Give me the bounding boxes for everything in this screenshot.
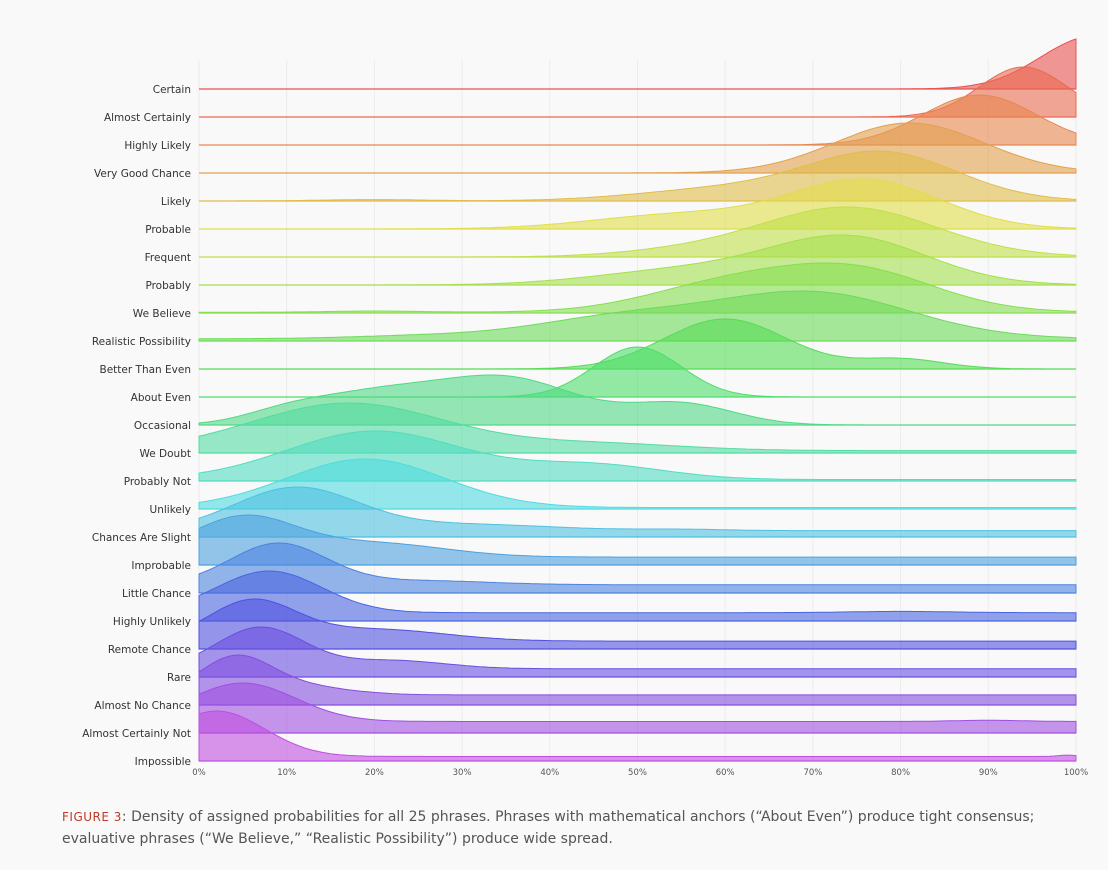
x-tick-label: 90% (979, 768, 998, 778)
ridge-about-even (199, 346, 1076, 398)
row-label: Unlikely (150, 504, 191, 516)
ridge-rare (198, 626, 1077, 678)
ridge-improbable (198, 514, 1077, 566)
ridge-remote-chance (198, 598, 1077, 650)
ridge-impossible (198, 710, 1077, 762)
ridge-almost-certainly-not (198, 682, 1077, 734)
ridgeline-chart: Certain Almost Certainly Highly Likely Very… (82, 38, 1088, 778)
x-tick-label: 0% (192, 768, 206, 778)
x-tick-label: 60% (716, 768, 735, 778)
x-tick-label: 30% (453, 768, 472, 778)
x-tick-label: 50% (628, 768, 647, 778)
row-label: Likely (161, 196, 191, 208)
x-tick-label: 20% (365, 768, 384, 778)
row-label: Frequent (145, 252, 191, 264)
row-label: Occasional (134, 420, 191, 432)
x-tick-label: 10% (277, 768, 296, 778)
row-label: Almost Certainly Not (82, 728, 191, 740)
row-label: Almost Certainly (104, 112, 191, 124)
row-label: Certain (153, 84, 191, 96)
row-labels: Certain Almost Certainly Highly Likely Very… (82, 84, 191, 768)
ridges (198, 38, 1077, 762)
row-label: Probably Not (124, 476, 191, 488)
ridge-unlikely (198, 458, 1077, 510)
row-label: Very Good Chance (94, 168, 191, 180)
x-tick-label: 80% (891, 768, 910, 778)
row-label: Probably (145, 280, 191, 292)
ridge-realistic-possibility (198, 290, 1077, 342)
row-label: Realistic Possibility (92, 336, 191, 348)
row-label: Probable (145, 224, 191, 236)
x-tick-label: 100% (1064, 768, 1088, 778)
row-label: Chances Are Slight (92, 532, 191, 544)
ridge-chances-are-slight (198, 486, 1077, 538)
figure-label: FIGURE 3 (62, 810, 122, 824)
x-tick-label: 40% (540, 768, 559, 778)
row-label: Remote Chance (108, 644, 191, 656)
row-label: We Believe (133, 308, 191, 320)
row-label: Impossible (135, 756, 191, 768)
row-label: Improbable (131, 560, 191, 572)
row-label: Rare (167, 672, 191, 684)
row-label: Almost No Chance (94, 700, 191, 712)
row-label: We Doubt (139, 448, 191, 460)
row-label: Highly Unlikely (113, 616, 191, 628)
caption-text: : Density of assigned probabilities for … (62, 809, 1035, 847)
row-label: About Even (131, 392, 191, 404)
ridge-little-chance (198, 542, 1077, 594)
row-label: Little Chance (122, 588, 191, 600)
figure-caption: FIGURE 3: Density of assigned probabilit… (62, 806, 1092, 850)
x-axis: 0% 10% 20% 30% 40% 50% 60% 70% 80% 90% 100% (192, 768, 1088, 778)
row-label: Highly Likely (124, 140, 191, 152)
x-tick-label: 70% (803, 768, 822, 778)
row-label: Better Than Even (100, 364, 191, 376)
